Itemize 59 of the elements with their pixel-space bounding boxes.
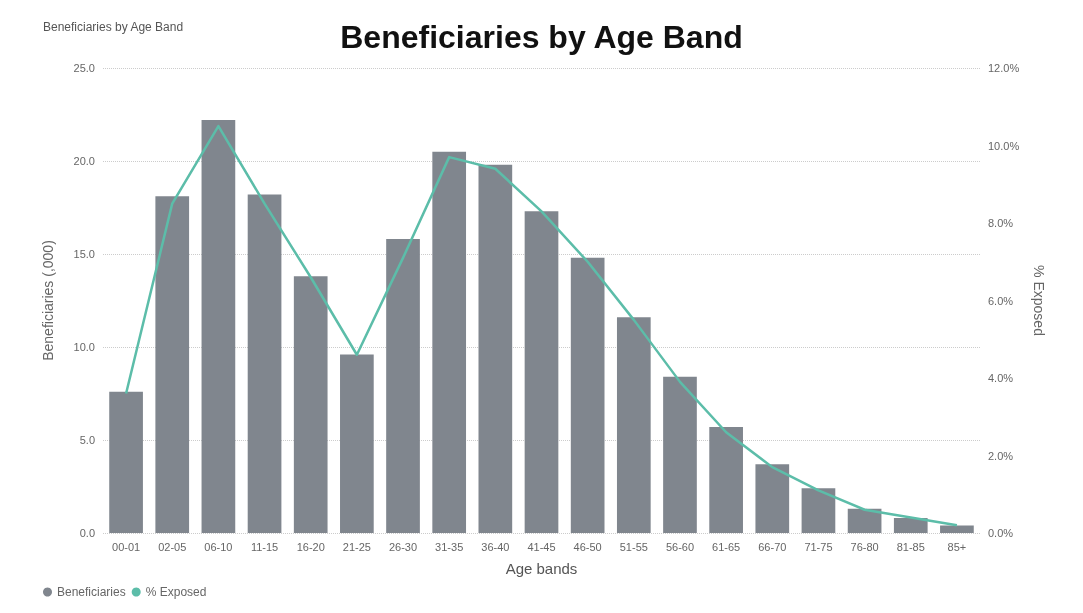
x-tick-label: 21-25 [342, 540, 371, 553]
x-tick-label: 71-75 [804, 540, 833, 553]
x-tick-label: 31-35 [435, 540, 464, 553]
y2-tick-label: 8.0% [988, 217, 1014, 229]
bar [247, 194, 282, 533]
y-tick-label: 25.0 [73, 62, 95, 74]
x-tick-label: 16-20 [296, 540, 325, 553]
x-tick-label: 11-15 [250, 540, 279, 553]
x-tick-label: 41-45 [527, 540, 556, 553]
bar [478, 164, 513, 533]
y2-tick-label: 0.0% [988, 527, 1014, 539]
x-tick-label: 61-65 [712, 540, 741, 553]
y-axis-title: Beneficiaries (,000) [40, 240, 56, 361]
x-tick-label: 51-55 [619, 540, 648, 553]
bar [616, 317, 651, 533]
x-tick-label: 66-70 [758, 540, 787, 553]
x-tick-label: 26-30 [388, 540, 418, 553]
x-tick-label: 36-40 [481, 540, 510, 553]
x-tick-label: 81-85 [896, 540, 925, 553]
y2-tick-label: 10.0% [988, 139, 1020, 152]
bar [293, 276, 328, 533]
bar [524, 211, 559, 533]
x-tick-label: 02-05 [158, 540, 187, 553]
chart-title: Beneficiaries by Age Band [340, 19, 743, 55]
y-tick-label: 10.0 [73, 341, 95, 353]
x-tick-label: 46-50 [573, 540, 602, 553]
bar [386, 239, 420, 533]
bar [109, 391, 143, 533]
y-tick-label: 15.0 [73, 248, 95, 260]
x-tick-label: 56-60 [665, 540, 695, 553]
y-tick-label: 0.0 [79, 527, 95, 539]
y2-axis-title: % Exposed [1031, 265, 1047, 336]
bar [155, 196, 190, 533]
bar [940, 525, 974, 533]
y-tick-label: 5.0 [79, 434, 95, 446]
x-tick-label: 76-80 [850, 540, 879, 553]
line-series [124, 124, 959, 527]
bar [663, 376, 697, 533]
x-tick-label: 00-01 [112, 540, 141, 553]
y2-tick-label: 6.0% [988, 294, 1014, 307]
chart-subtitle: Beneficiaries by Age Band [43, 20, 184, 34]
legend-label: % Exposed [145, 585, 207, 599]
bar [570, 257, 605, 533]
y2-tick-label: 12.0% [988, 62, 1020, 74]
y2-tick-label: 2.0% [988, 449, 1014, 462]
bar [340, 354, 374, 533]
bar [201, 120, 236, 533]
x-tick-label: 06-10 [204, 540, 233, 553]
bar [847, 508, 882, 533]
bar [432, 151, 467, 533]
x-tick-label: 85+ [947, 540, 967, 553]
bar [755, 464, 790, 533]
bar [709, 426, 743, 533]
bar [893, 518, 928, 533]
x-axis-title: Age bands [505, 560, 578, 577]
legend-label: Beneficiaries [57, 585, 126, 599]
y2-tick-label: 4.0% [988, 372, 1014, 384]
y-tick-label: 20.0 [73, 155, 95, 167]
bar [801, 488, 836, 533]
